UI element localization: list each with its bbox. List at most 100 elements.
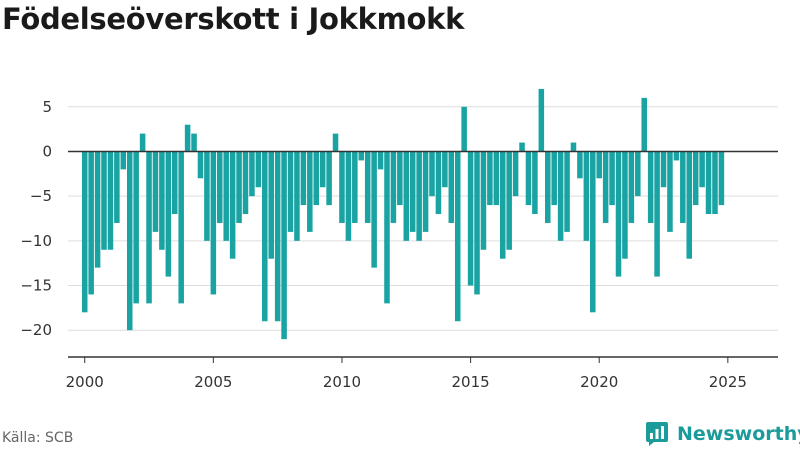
newsworthy-logo-icon [646, 422, 668, 446]
bar [622, 151, 628, 259]
bar [705, 151, 712, 215]
bar [358, 151, 365, 161]
bar [255, 151, 262, 188]
bar [454, 151, 461, 322]
source-note: Källa: SCB [2, 430, 74, 446]
bar [345, 151, 352, 241]
bar [609, 151, 615, 206]
x-tick-label: 2020 [580, 373, 618, 391]
bar [602, 151, 609, 223]
bar [699, 151, 705, 188]
bar [712, 151, 718, 215]
brand-name: Newsworthy [677, 423, 800, 445]
bar [281, 151, 287, 340]
bar [204, 151, 210, 241]
bar [680, 151, 686, 223]
bar [165, 151, 172, 277]
bar [352, 151, 358, 223]
bar [403, 151, 410, 241]
bar [416, 151, 422, 241]
bar [422, 151, 429, 232]
bar [126, 151, 133, 331]
bar [268, 151, 274, 259]
bar [570, 142, 577, 152]
bar [371, 151, 377, 268]
bar [577, 151, 583, 179]
y-tick-label: 5 [42, 98, 52, 116]
bar [545, 151, 551, 223]
bar [596, 151, 602, 179]
bar [197, 151, 204, 179]
x-tick-label: 2000 [66, 373, 104, 391]
bar [409, 151, 416, 232]
bar [628, 151, 635, 223]
bar [88, 151, 94, 295]
bar [474, 151, 480, 295]
bar [223, 151, 229, 241]
bar [512, 151, 519, 197]
bar [210, 151, 217, 295]
bar [229, 151, 236, 259]
bar [480, 151, 487, 250]
bar [435, 151, 442, 215]
y-tick-label: −10 [20, 232, 52, 250]
bar [300, 151, 307, 206]
bar [184, 124, 191, 152]
bar [448, 151, 455, 223]
bar [647, 151, 654, 223]
bar [139, 133, 146, 152]
bar [236, 151, 242, 223]
bar [101, 151, 107, 250]
bar [397, 151, 403, 206]
bar [262, 151, 268, 322]
bar [81, 151, 88, 313]
bar [217, 151, 223, 223]
bar [133, 151, 139, 304]
bar [525, 151, 532, 206]
bar [506, 151, 512, 250]
brand-logo: Newsworthy [645, 420, 800, 448]
bar [667, 151, 673, 232]
bar [332, 133, 339, 152]
bar [307, 151, 313, 232]
bar [249, 151, 255, 197]
bar [339, 151, 345, 223]
bar [673, 151, 680, 161]
bar [519, 142, 525, 152]
bar [319, 151, 326, 188]
bar [326, 151, 332, 206]
bar [287, 151, 294, 232]
bar [583, 151, 590, 241]
y-tick-label: −20 [20, 321, 52, 339]
bar [364, 151, 371, 223]
bar [615, 151, 622, 277]
bar [493, 151, 500, 206]
bar [660, 151, 667, 188]
bar [120, 151, 127, 170]
bar [551, 151, 557, 206]
bar [178, 151, 184, 304]
bar [94, 151, 101, 268]
bar [641, 97, 647, 152]
bar [107, 151, 114, 250]
bar [467, 151, 474, 286]
bar [635, 151, 641, 197]
bar [146, 151, 152, 304]
bar [242, 151, 249, 215]
bar [191, 133, 197, 152]
bar [429, 151, 435, 197]
bar [538, 88, 545, 152]
bar [171, 151, 178, 215]
y-tick-label: −15 [20, 277, 52, 295]
bar [686, 151, 693, 259]
x-tick-label: 2025 [709, 373, 747, 391]
y-tick-label: −5 [30, 187, 52, 205]
y-tick-label: 0 [42, 142, 52, 160]
bar [654, 151, 660, 277]
bar [114, 151, 120, 223]
bars [81, 88, 725, 340]
bar [461, 106, 467, 152]
bar [487, 151, 493, 206]
x-tick-label: 2005 [194, 373, 232, 391]
